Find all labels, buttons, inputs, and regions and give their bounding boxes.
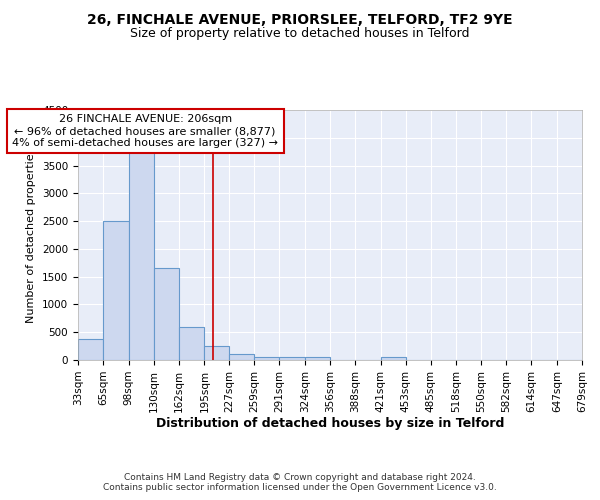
Bar [154,268,179,360]
Text: Size of property relative to detached houses in Telford: Size of property relative to detached ho… [130,28,470,40]
Bar [103,221,129,360]
Bar [229,354,254,360]
Bar [254,356,279,360]
Y-axis label: Number of detached properties: Number of detached properties [26,148,37,322]
Bar [129,152,154,360]
Bar [205,346,229,360]
Bar [279,356,305,360]
Text: 26 FINCHALE AVENUE: 206sqm
← 96% of detached houses are smaller (8,877)
4% of se: 26 FINCHALE AVENUE: 206sqm ← 96% of deta… [12,114,278,148]
X-axis label: Distribution of detached houses by size in Telford: Distribution of detached houses by size … [156,418,504,430]
Text: 26, FINCHALE AVENUE, PRIORSLEE, TELFORD, TF2 9YE: 26, FINCHALE AVENUE, PRIORSLEE, TELFORD,… [87,12,513,26]
Bar [78,339,103,360]
Bar [179,326,205,360]
Text: Contains HM Land Registry data © Crown copyright and database right 2024.
Contai: Contains HM Land Registry data © Crown c… [103,473,497,492]
Bar [381,356,406,360]
Bar [305,356,330,360]
